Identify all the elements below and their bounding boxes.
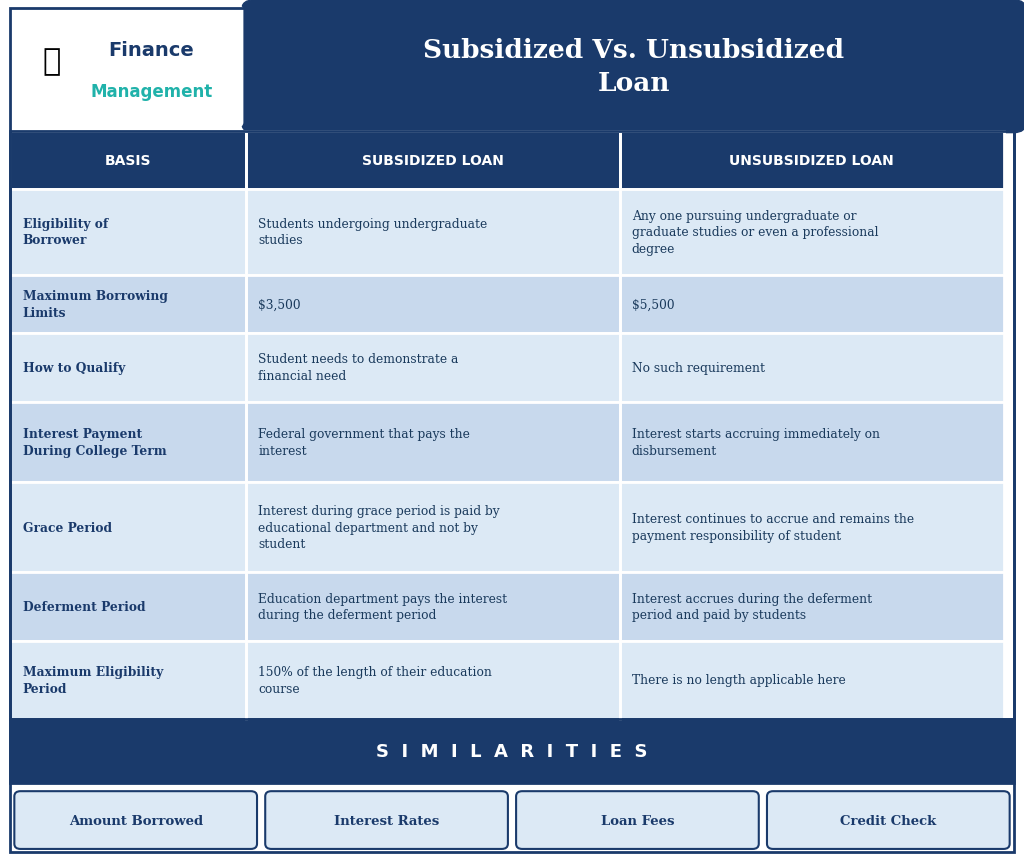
FancyBboxPatch shape: [767, 791, 1010, 849]
Text: Eligibility of
Borrower: Eligibility of Borrower: [23, 218, 108, 247]
Bar: [10, 641, 246, 719]
Text: Deferment Period: Deferment Period: [23, 600, 145, 613]
Bar: [246, 573, 620, 641]
Text: UNSUBSIDIZED LOAN: UNSUBSIDIZED LOAN: [729, 153, 894, 168]
Text: Interest during grace period is paid by
educational department and not by
studen: Interest during grace period is paid by …: [258, 505, 500, 550]
Bar: [246, 402, 620, 483]
Text: Students undergoing undergraduate
studies: Students undergoing undergraduate studie…: [258, 218, 487, 247]
Text: BASIS: BASIS: [104, 153, 152, 168]
Text: No such requirement: No such requirement: [632, 362, 765, 375]
Bar: [620, 189, 1004, 276]
Text: Interest Payment
During College Term: Interest Payment During College Term: [23, 428, 166, 457]
Bar: [10, 719, 1014, 784]
Bar: [10, 333, 246, 402]
Bar: [10, 276, 246, 333]
FancyBboxPatch shape: [265, 791, 508, 849]
Text: Grace Period: Grace Period: [23, 521, 112, 534]
Text: Federal government that pays the
interest: Federal government that pays the interes…: [258, 428, 470, 457]
FancyBboxPatch shape: [14, 791, 257, 849]
Bar: [620, 573, 1004, 641]
Text: Any one pursuing undergraduate or
graduate studies or even a professional
degree: Any one pursuing undergraduate or gradua…: [632, 209, 879, 256]
Text: 150% of the length of their education
course: 150% of the length of their education co…: [258, 666, 492, 695]
Bar: [620, 402, 1004, 483]
Text: How to Qualify: How to Qualify: [23, 362, 125, 375]
Bar: [10, 573, 246, 641]
Text: Student needs to demonstrate a
financial need: Student needs to demonstrate a financial…: [258, 353, 459, 382]
Text: SUBSIDIZED LOAN: SUBSIDIZED LOAN: [361, 153, 504, 168]
Text: 🎓: 🎓: [42, 47, 60, 76]
Text: Interest starts accruing immediately on
disbursement: Interest starts accruing immediately on …: [632, 428, 880, 457]
Bar: [620, 132, 1004, 189]
Text: Education department pays the interest
during the deferment period: Education department pays the interest d…: [258, 592, 507, 622]
Bar: [10, 132, 1014, 719]
Text: Maximum Borrowing
Limits: Maximum Borrowing Limits: [23, 289, 168, 319]
Text: Interest Rates: Interest Rates: [334, 814, 439, 827]
Text: Interest continues to accrue and remains the
payment responsibility of student: Interest continues to accrue and remains…: [632, 513, 914, 542]
Text: S  I  M  I  L  A  R  I  T  I  E  S: S I M I L A R I T I E S: [376, 742, 648, 760]
Text: Amount Borrowed: Amount Borrowed: [69, 814, 203, 827]
Bar: [246, 189, 620, 276]
Bar: [10, 132, 246, 189]
Bar: [246, 483, 620, 573]
FancyBboxPatch shape: [242, 1, 1024, 133]
Bar: [246, 132, 620, 189]
Text: Maximum Eligibility
Period: Maximum Eligibility Period: [23, 666, 163, 695]
FancyBboxPatch shape: [5, 7, 243, 127]
Bar: [246, 641, 620, 719]
Bar: [10, 483, 246, 573]
Text: Loan Fees: Loan Fees: [601, 814, 674, 827]
Text: Interest accrues during the deferment
period and paid by students: Interest accrues during the deferment pe…: [632, 592, 871, 622]
Text: $5,500: $5,500: [632, 298, 675, 311]
Bar: [620, 276, 1004, 333]
Bar: [10, 189, 246, 276]
Bar: [246, 276, 620, 333]
Text: Management: Management: [90, 83, 212, 101]
Text: $3,500: $3,500: [258, 298, 301, 311]
FancyBboxPatch shape: [516, 791, 759, 849]
Bar: [246, 333, 620, 402]
Text: Credit Check: Credit Check: [841, 814, 936, 827]
Bar: [10, 402, 246, 483]
Bar: [620, 333, 1004, 402]
Text: Finance: Finance: [109, 40, 195, 60]
Bar: [620, 483, 1004, 573]
Bar: [620, 641, 1004, 719]
Text: Subsidized Vs. Unsubsidized
Loan: Subsidized Vs. Unsubsidized Loan: [423, 38, 845, 96]
Text: There is no length applicable here: There is no length applicable here: [632, 673, 846, 686]
